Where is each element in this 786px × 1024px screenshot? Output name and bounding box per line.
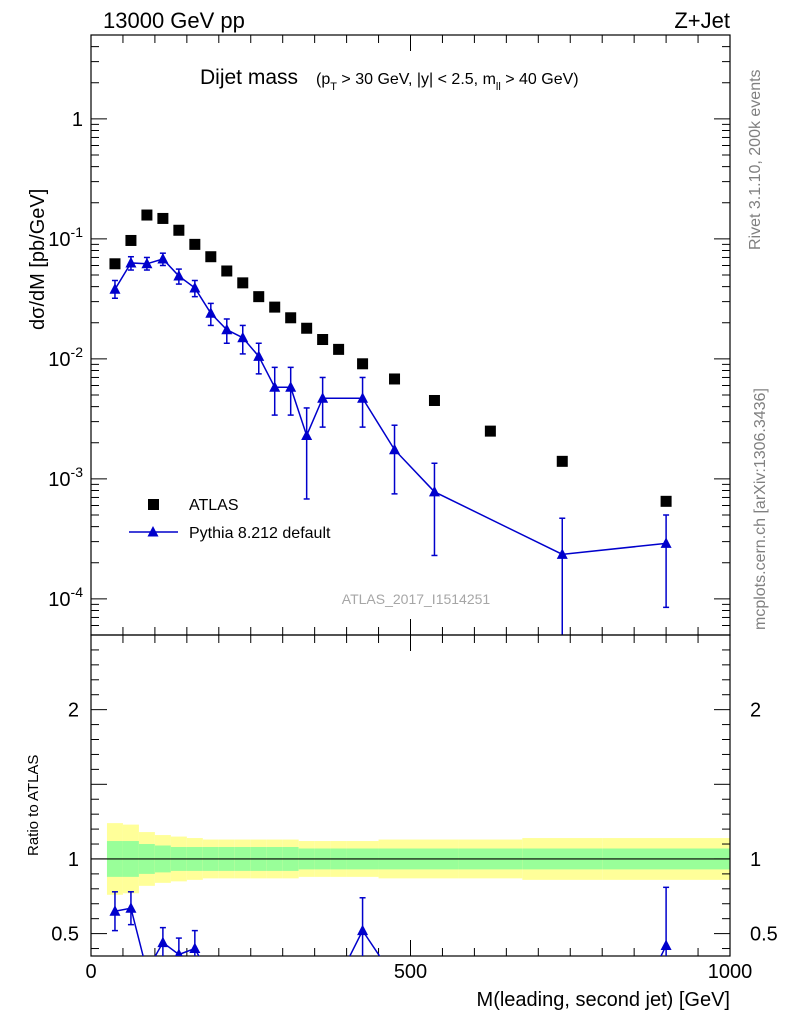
atlas-point	[253, 291, 265, 303]
ratio-pythia-point	[357, 924, 369, 936]
pythia-point	[157, 252, 169, 264]
main-frame	[90, 34, 731, 636]
atlas-point	[205, 251, 217, 263]
main-marks	[109, 209, 672, 635]
ratio-bands	[91, 823, 730, 895]
pythia-point	[221, 323, 233, 335]
pythia-point	[317, 392, 329, 403]
main-y-axis-label: dσ/dM [pb/GeV]	[27, 189, 49, 330]
pythia-point	[389, 443, 401, 455]
pythia-point	[205, 307, 217, 318]
ratio-pythia-point	[109, 905, 121, 916]
main-y-tick-label: 10-3	[48, 464, 83, 491]
ratio-y-tick-label-right: 1	[750, 849, 761, 871]
atlas-point	[141, 209, 153, 221]
pythia-point	[301, 429, 313, 440]
legend-pythia-marker	[147, 526, 159, 537]
atlas-point	[484, 425, 496, 437]
ratio-y-tick-label-left: 1	[68, 849, 79, 871]
atlas-point	[317, 334, 329, 346]
main-y-tick-label: 10-4	[48, 584, 83, 611]
ratio-pythia-point	[174, 948, 183, 956]
main-y-tick-label: 1	[72, 109, 83, 131]
legend: ATLAS Pythia 8.212 default	[129, 497, 331, 542]
pythia-point	[660, 537, 672, 548]
ratio-ticks	[90, 634, 731, 956]
x-axis-label: M(leading, second jet) [GeV]	[477, 989, 730, 1011]
plot-title-sub: (pT > 30 GeV, |y| < 2.5, mll > 40 GeV)	[316, 71, 579, 93]
atlas-point	[301, 322, 313, 334]
mcplots-label: mcplots.cern.ch [arXiv:1306.3436]	[752, 388, 769, 630]
ratio-marks-clipped	[109, 886, 672, 956]
header-left: 13000 GeV pp	[103, 8, 245, 33]
rivet-label: Rivet 3.1.10, 200k events	[747, 69, 764, 250]
pythia-point	[237, 331, 249, 343]
pythia-point	[253, 350, 265, 361]
main-y-tick-label: 10-1	[48, 224, 83, 251]
main-y-ticks	[90, 34, 731, 636]
atlas-point	[428, 394, 440, 406]
atlas-point	[173, 224, 185, 236]
pythia-point	[428, 485, 440, 497]
pythia-point	[556, 548, 568, 559]
ratio-frame	[90, 634, 731, 957]
pythia-point	[357, 392, 369, 403]
plot-title: Dijet mass	[200, 66, 298, 89]
main-y-tick-label: 10-2	[48, 344, 83, 371]
main-y-tick-labels: 1 10-1 10-2 10-3 10-4	[48, 109, 83, 611]
pythia-point	[189, 281, 201, 293]
x-tick-label: 1000	[708, 961, 753, 983]
legend-pythia-label: Pythia 8.212 default	[189, 525, 331, 542]
atlas-point	[285, 312, 297, 324]
x-tick-label: 500	[394, 961, 427, 983]
ratio-pythia-point	[189, 942, 201, 954]
atlas-point	[357, 358, 369, 370]
pythia-point	[109, 283, 121, 294]
ratio-tick-labels: 0.5 0.5 1 1 2 2 0 500 1000	[51, 700, 778, 983]
atlas-point	[157, 212, 169, 224]
atlas-point	[125, 234, 137, 246]
pythia-point	[141, 257, 153, 269]
pythia-point	[269, 381, 281, 392]
atlas-point	[269, 301, 281, 313]
ratio-pythia-point	[157, 936, 169, 948]
atlas-point	[333, 343, 345, 355]
atlas-point	[389, 373, 401, 385]
ratio-y-tick-label-right: 2	[750, 700, 761, 722]
atlas-point	[660, 495, 672, 507]
ratio-marks	[109, 886, 672, 956]
atlas-point	[189, 238, 201, 250]
ratio-pythia-line	[114, 907, 667, 956]
pythia-point	[285, 381, 297, 392]
ratio-y-tick-label-right: 0.5	[750, 924, 778, 946]
watermark-label: ATLAS_2017_I1514251	[342, 591, 491, 607]
atlas-point	[221, 265, 233, 277]
header-right: Z+Jet	[674, 8, 730, 33]
pythia-point	[173, 270, 185, 281]
ratio-pythia-point	[660, 939, 672, 951]
ratio-y-tick-label-left: 0.5	[51, 924, 79, 946]
ratio-y-axis-label: Ratio to ATLAS	[25, 755, 42, 856]
x-tick-label: 0	[85, 961, 96, 983]
atlas-point	[109, 258, 121, 270]
atlas-point	[556, 455, 568, 467]
ratio-pythia-point	[125, 902, 137, 913]
pythia-point	[125, 256, 137, 268]
legend-atlas-label: ATLAS	[189, 497, 239, 514]
plot-title-main: Dijet mass	[200, 66, 298, 89]
ratio-y-tick-label-left: 2	[68, 700, 79, 722]
atlas-point	[237, 277, 249, 289]
legend-atlas-marker	[148, 499, 159, 510]
